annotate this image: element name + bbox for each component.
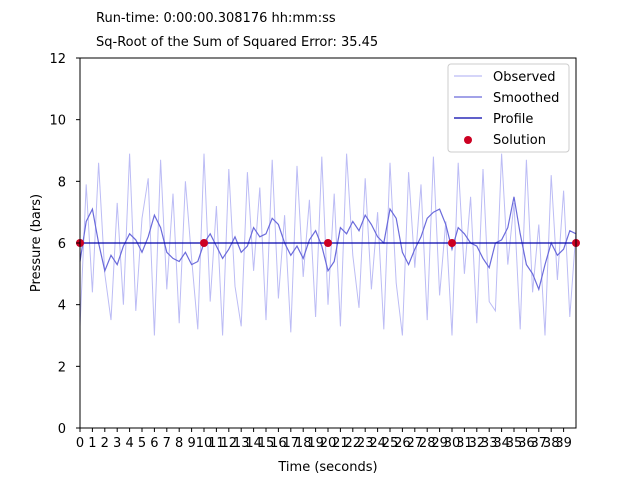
x-tick-label: 36 <box>518 436 535 451</box>
x-tick-label: 12 <box>221 436 238 451</box>
x-tick-label: 6 <box>150 436 158 451</box>
x-tick-label: 34 <box>493 436 510 451</box>
x-tick-label: 29 <box>431 436 448 451</box>
x-tick-label: 4 <box>125 436 133 451</box>
x-tick-label: 19 <box>307 436 324 451</box>
x-tick-label: 15 <box>258 436 275 451</box>
y-tick-label: 6 <box>58 237 66 252</box>
y-tick-label: 8 <box>58 175 66 190</box>
x-tick-label: 8 <box>175 436 183 451</box>
x-tick-label: 35 <box>506 436 523 451</box>
x-tick-label: 25 <box>382 436 399 451</box>
x-tick-label: 31 <box>456 436 473 451</box>
solution-point <box>448 239 456 247</box>
error-text: Sq-Root of the Sum of Squared Error: 35.… <box>96 35 379 50</box>
x-tick-label: 7 <box>163 436 171 451</box>
x-tick-label: 30 <box>444 436 461 451</box>
x-tick-label: 37 <box>531 436 548 451</box>
x-tick-label: 0 <box>76 436 84 451</box>
x-tick-label: 28 <box>419 436 436 451</box>
x-tick-label: 9 <box>187 436 195 451</box>
x-tick-label: 27 <box>407 436 424 451</box>
x-tick-label: 3 <box>113 436 121 451</box>
legend-box <box>447 63 570 153</box>
x-tick-label: 24 <box>369 436 386 451</box>
solution-point <box>324 239 332 247</box>
x-tick-label: 38 <box>543 436 560 451</box>
legend: Observed Smoothed Profile Solution <box>447 63 570 153</box>
y-tick-label: 0 <box>58 422 66 437</box>
x-axis-label: Time (seconds) <box>277 460 377 475</box>
x-tick-label: 33 <box>481 436 498 451</box>
y-axis-label: Pressure (bars) <box>29 194 44 292</box>
x-tick-label: 5 <box>138 436 146 451</box>
x-tick-label: 17 <box>283 436 300 451</box>
x-tick-label: 23 <box>357 436 374 451</box>
x-tick-label: 32 <box>469 436 486 451</box>
x-tick-label: 10 <box>196 436 213 451</box>
x-tick-label: 2 <box>101 436 109 451</box>
series-line-observed <box>79 153 577 336</box>
y-tick-label: 12 <box>49 52 66 67</box>
x-tick-label: 26 <box>394 436 411 451</box>
x-tick-label: 18 <box>295 436 312 451</box>
plot-area <box>76 153 580 336</box>
legend-label-smoothed: Smoothed <box>493 91 559 106</box>
x-tick-label: 20 <box>320 436 337 451</box>
x-tick-label: 21 <box>332 436 349 451</box>
x-tick-label: 39 <box>555 436 572 451</box>
legend-label-profile: Profile <box>493 112 533 127</box>
y-tick-label: 2 <box>58 360 66 375</box>
legend-label-solution: Solution <box>493 133 546 148</box>
runtime-text: Run-time: 0:00:00.308176 hh:mm:ss <box>96 11 336 26</box>
x-tick-label: 11 <box>208 436 225 451</box>
series-line-smoothed <box>79 196 577 292</box>
x-tick-label: 1 <box>88 436 96 451</box>
x-tick-label: 16 <box>270 436 287 451</box>
y-tick-label: 10 <box>49 114 66 129</box>
x-tick-label: 14 <box>245 436 262 451</box>
x-tick-label: 22 <box>345 436 362 451</box>
y-tick-label: 4 <box>58 299 66 314</box>
solution-point <box>200 239 208 247</box>
legend-swatch-solution <box>464 136 472 144</box>
x-tick-label: 13 <box>233 436 250 451</box>
legend-label-observed: Observed <box>493 70 556 85</box>
